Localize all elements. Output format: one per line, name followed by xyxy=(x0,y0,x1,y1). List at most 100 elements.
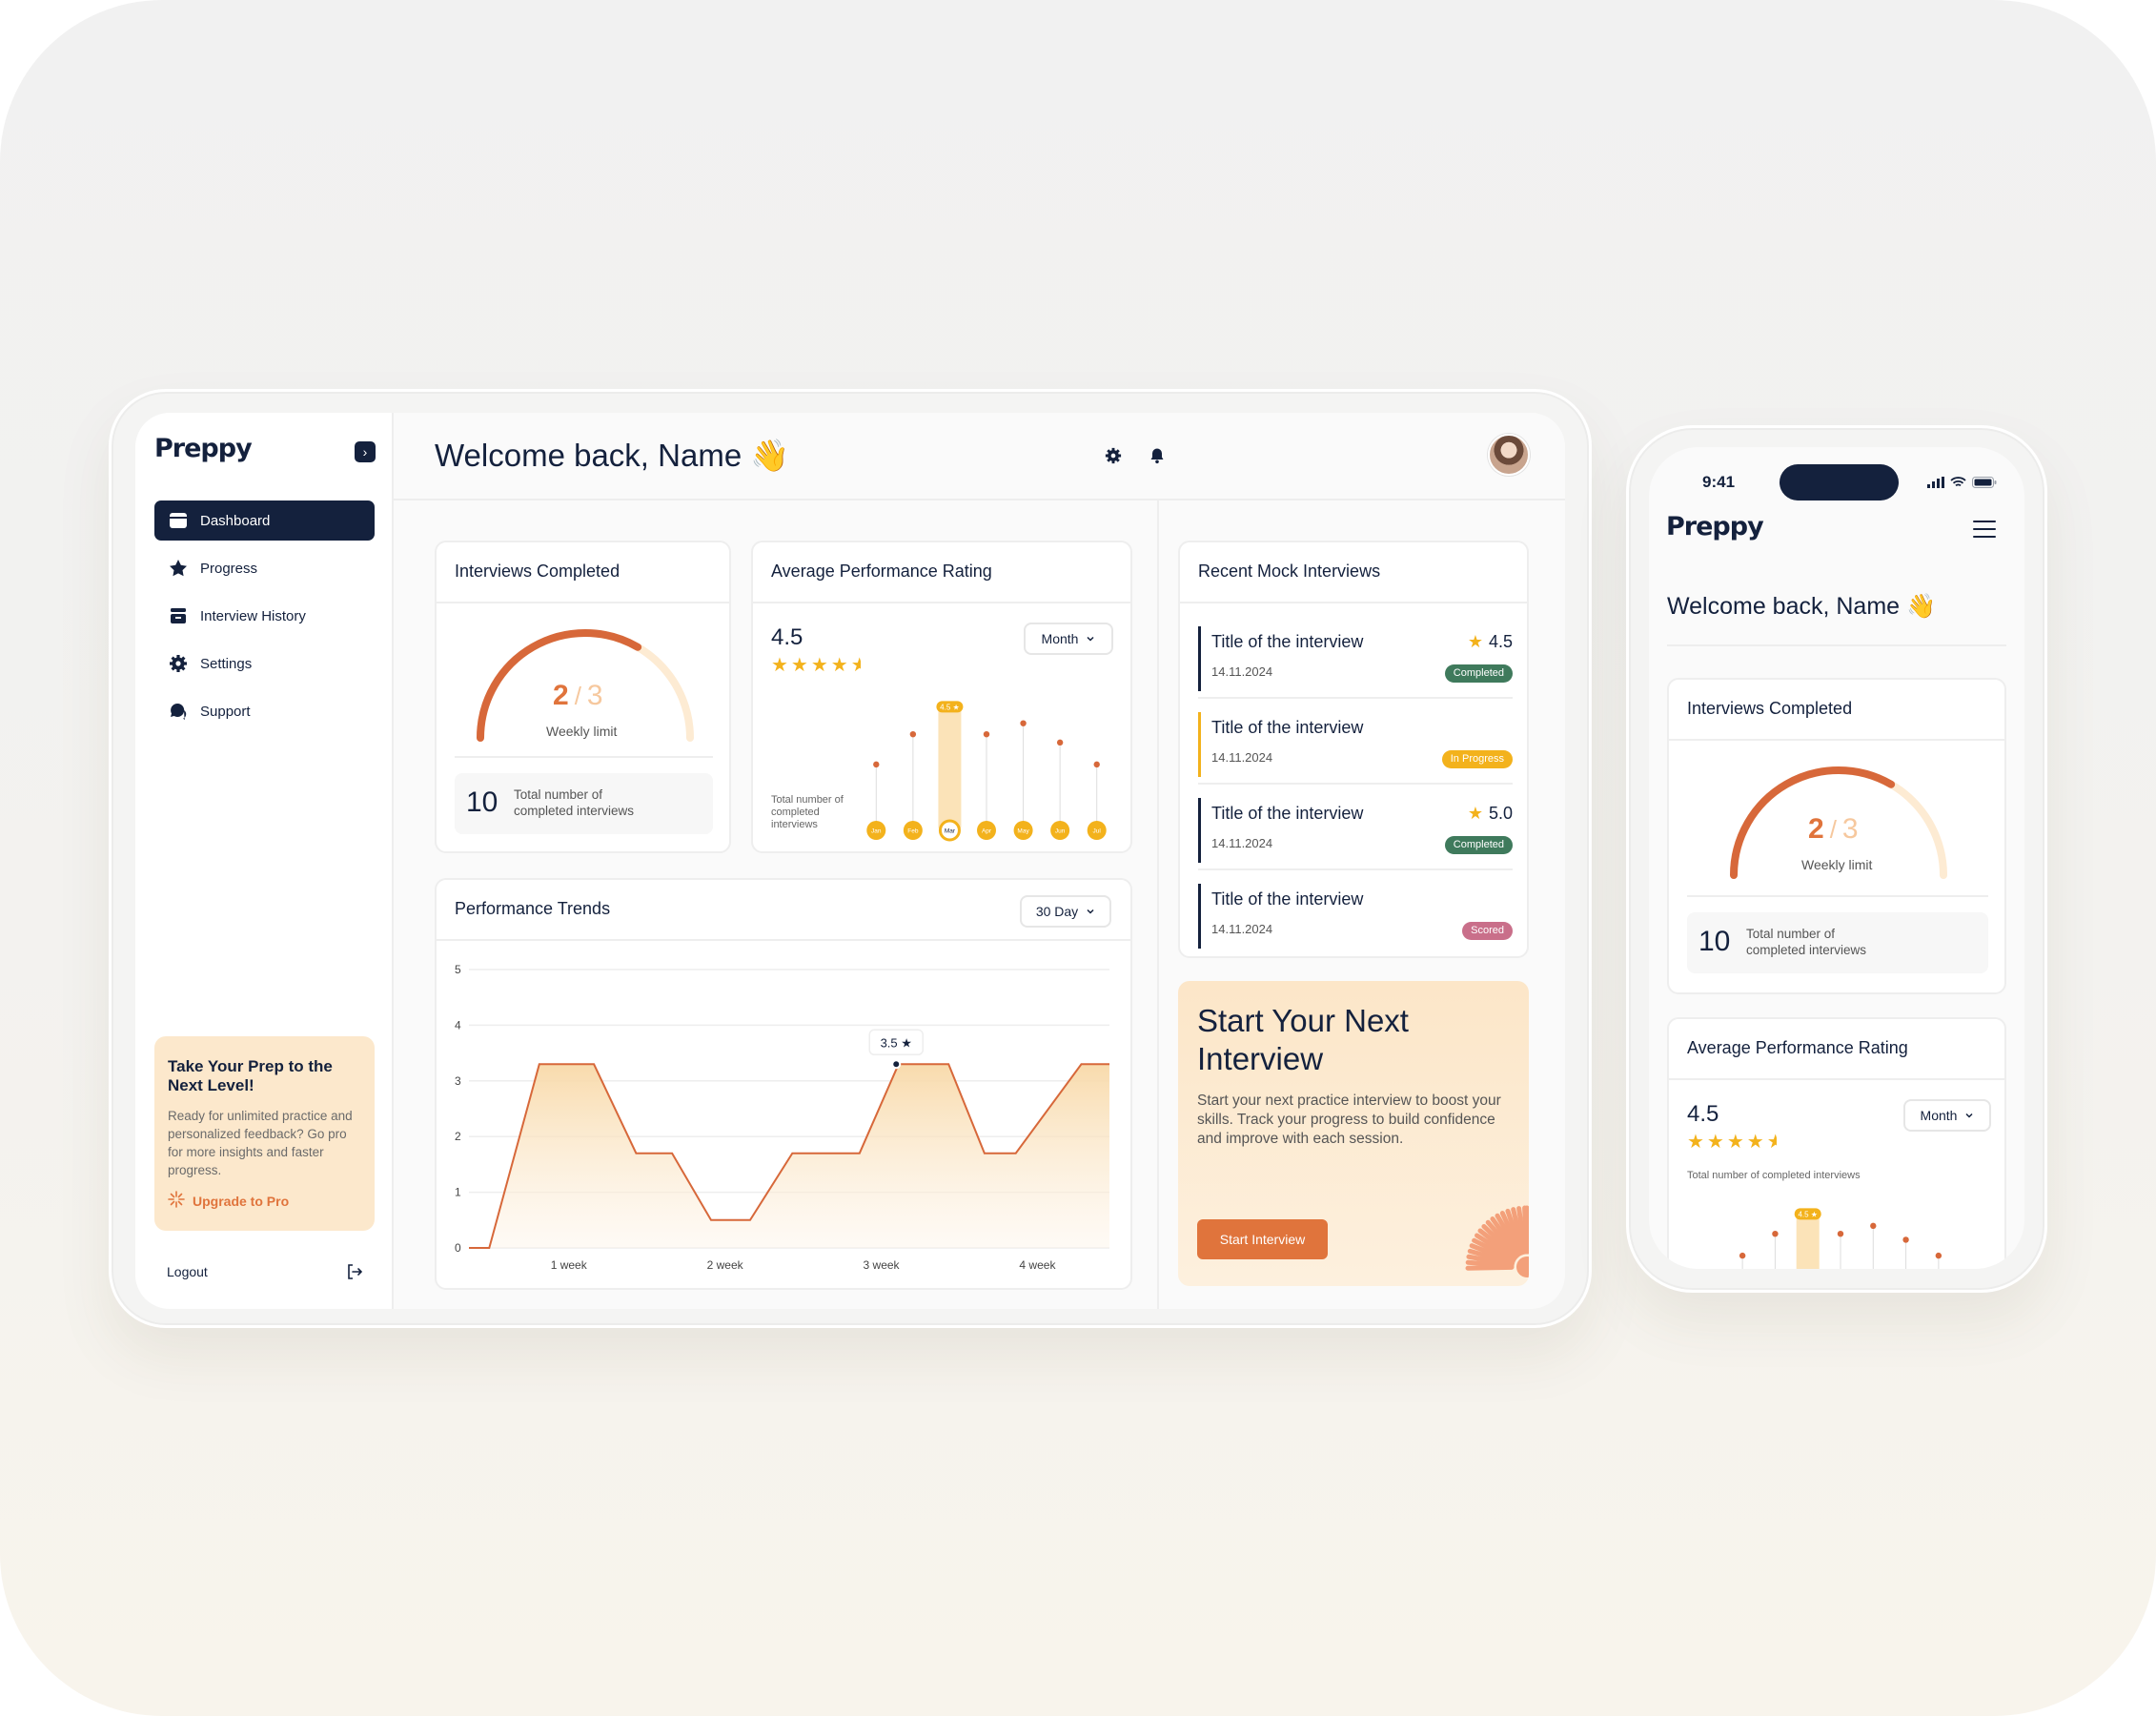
avatar[interactable] xyxy=(1488,434,1530,476)
interview-date: 14.11.2024 xyxy=(1211,836,1273,850)
interview-score: ★ 5.0 xyxy=(1467,804,1513,823)
y-tick-label: 1 xyxy=(455,1186,461,1199)
cta-text: Start your next practice interview to bo… xyxy=(1197,1093,1501,1147)
star-icon: ★ xyxy=(1467,632,1483,651)
tablet-frame: Preppy › Dashboard Progress xyxy=(109,389,1592,1328)
upgrade-to-pro-link[interactable]: Upgrade to Pro xyxy=(168,1191,361,1211)
rating-value: 4.5 xyxy=(1687,1101,1719,1127)
interview-title: Title of the interview xyxy=(1211,632,1364,651)
app-logo: Preppy xyxy=(154,434,253,463)
sidebar-item-dashboard[interactable]: Dashboard xyxy=(154,500,375,541)
star-icon: ★ xyxy=(1467,804,1483,823)
status-time: 9:41 xyxy=(1702,473,1736,491)
rating-point xyxy=(1870,1222,1877,1230)
interview-score: ★ 4.5 xyxy=(1467,632,1513,651)
total-completed-number: 10 xyxy=(466,786,498,818)
highlight-bar xyxy=(1796,1214,1820,1269)
monthly-rating-chart: Jan Feb 4.5 ★ Mar Apr May Jun Jul xyxy=(866,701,1107,842)
sidebar-item-settings[interactable]: Settings xyxy=(154,644,375,684)
total-completed-number: 10 xyxy=(1698,926,1731,957)
wifi-icon xyxy=(1950,476,1966,493)
card-title: Interviews Completed xyxy=(437,542,729,603)
performance-trends-card: Performance Trends 30 Day 0 1 2 3 4 5 1 week 2 … xyxy=(435,878,1132,1290)
card-title: Performance Trends xyxy=(437,880,1130,941)
weekly-limit-gauge xyxy=(477,629,694,742)
month-marker[interactable] xyxy=(1087,821,1107,840)
highlight-point[interactable] xyxy=(891,1059,902,1070)
collapse-sidebar-button[interactable]: › xyxy=(355,441,376,462)
month-label: May xyxy=(1017,828,1029,835)
trends-period-dropdown[interactable]: 30 Day xyxy=(1020,895,1111,928)
chevron-down-icon xyxy=(1964,1108,1974,1123)
divider xyxy=(1667,644,2006,646)
interview-date: 14.11.2024 xyxy=(1211,664,1273,679)
phone-frame: 9:41 Preppy Welcome back, Name 👋 Intervi… xyxy=(1626,425,2047,1293)
y-tick-label: 4 xyxy=(455,1018,461,1032)
gauge-label: Weekly limit xyxy=(1801,857,1873,872)
trend-area xyxy=(469,1064,1109,1248)
column-divider xyxy=(1157,500,1159,1309)
mock-interview-item[interactable]: Title of the interview 14.11.2024 ★ 4.5 C… xyxy=(1198,619,1513,699)
upgrade-link-label: Upgrade to Pro xyxy=(193,1193,290,1209)
month-marker[interactable] xyxy=(866,821,886,840)
gauge-label: Weekly limit xyxy=(546,724,618,739)
gear-icon xyxy=(168,653,189,674)
performance-trend-chart: 0 1 2 3 4 5 1 week 2 week 3 week 4 week 3.5 ★ xyxy=(455,963,1109,1272)
cta-title: Start Your Next Interview xyxy=(1197,1003,1409,1076)
y-tick-label: 5 xyxy=(455,963,461,976)
status-accent-bar xyxy=(1198,884,1201,949)
sidebar-item-progress[interactable]: Progress xyxy=(154,548,375,588)
star-icon xyxy=(168,558,189,579)
dropdown-value: Month xyxy=(1041,631,1079,646)
rating-point xyxy=(1902,1236,1909,1243)
month-marker[interactable] xyxy=(903,821,923,840)
x-tick-label: 3 week xyxy=(864,1258,901,1272)
hamburger-menu-icon[interactable] xyxy=(1973,521,1996,543)
month-marker[interactable] xyxy=(1050,821,1070,840)
mock-interview-item[interactable]: Title of the interview 14.11.2024 Scored xyxy=(1198,876,1513,956)
start-interview-button[interactable]: Start Interview xyxy=(1197,1219,1328,1259)
status-accent-bar xyxy=(1198,626,1201,691)
mock-interview-item[interactable]: Title of the interview 14.11.2024 ★ 5.0 C… xyxy=(1198,790,1513,870)
card-title: Recent Mock Interviews xyxy=(1180,542,1527,603)
dropdown-value: 30 Day xyxy=(1035,904,1079,919)
status-accent-bar xyxy=(1198,712,1201,777)
status-badge: Completed xyxy=(1444,664,1513,683)
month-marker[interactable] xyxy=(1013,821,1033,840)
x-tick-label: 2 week xyxy=(707,1258,744,1272)
month-label: Apr xyxy=(982,828,992,835)
page-title: Welcome back, Name 👋 xyxy=(435,438,790,473)
logout-icon[interactable] xyxy=(346,1263,363,1285)
gear-icon[interactable] xyxy=(1101,443,1126,468)
sidebar-item-interview-history[interactable]: Interview History xyxy=(154,596,375,636)
sidebar-item-label: Settings xyxy=(200,655,253,672)
upgrade-promo-card: Take Your Prep to the Next Level! Ready … xyxy=(154,1036,375,1231)
chat-icon xyxy=(168,701,189,722)
interviews-completed-card: Interviews Completed 2/3 Weekly limit 10… xyxy=(435,541,731,853)
interview-title: Title of the interview xyxy=(1211,718,1364,737)
sidebar-item-support[interactable]: Support xyxy=(154,691,375,731)
interview-title: Title of the interview xyxy=(1211,804,1364,823)
month-marker[interactable] xyxy=(938,819,961,842)
phone-screen: 9:41 Preppy Welcome back, Name 👋 Intervi… xyxy=(1649,447,2024,1269)
bell-icon[interactable] xyxy=(1145,443,1170,468)
phone-average-rating-card: Average Performance Rating 4.5 ★★★★★ Mon… xyxy=(1667,1017,2006,1269)
average-rating-card: Average Performance Rating 4.5 ★★★★★ Mon… xyxy=(751,541,1132,853)
status-badge: Scored xyxy=(1462,922,1513,940)
rating-period-dropdown[interactable]: Month xyxy=(1903,1099,1991,1132)
svg-text:4.5 ★: 4.5 ★ xyxy=(940,703,960,711)
phone-interviews-completed-card: Interviews Completed 2/3 Weekly limit 10… xyxy=(1667,678,2006,994)
logout-button[interactable]: Logout xyxy=(167,1264,208,1279)
rating-period-dropdown[interactable]: Month xyxy=(1024,623,1113,655)
trend-tooltip: 3.5 ★ xyxy=(868,1029,924,1056)
sidebar-item-label: Progress xyxy=(200,560,258,577)
rating-point xyxy=(983,731,990,738)
stack-icon xyxy=(168,605,189,626)
rating-value: 4.5 xyxy=(771,624,803,650)
total-completed-box: 10 Total number of completed interviews xyxy=(1687,912,1988,973)
mock-interview-item[interactable]: Title of the interview 14.11.2024 In Pro… xyxy=(1198,705,1513,785)
rating-point xyxy=(1020,720,1027,726)
status-icons xyxy=(1927,476,1997,493)
month-label: Jun xyxy=(1055,828,1066,835)
month-marker[interactable] xyxy=(977,821,996,840)
